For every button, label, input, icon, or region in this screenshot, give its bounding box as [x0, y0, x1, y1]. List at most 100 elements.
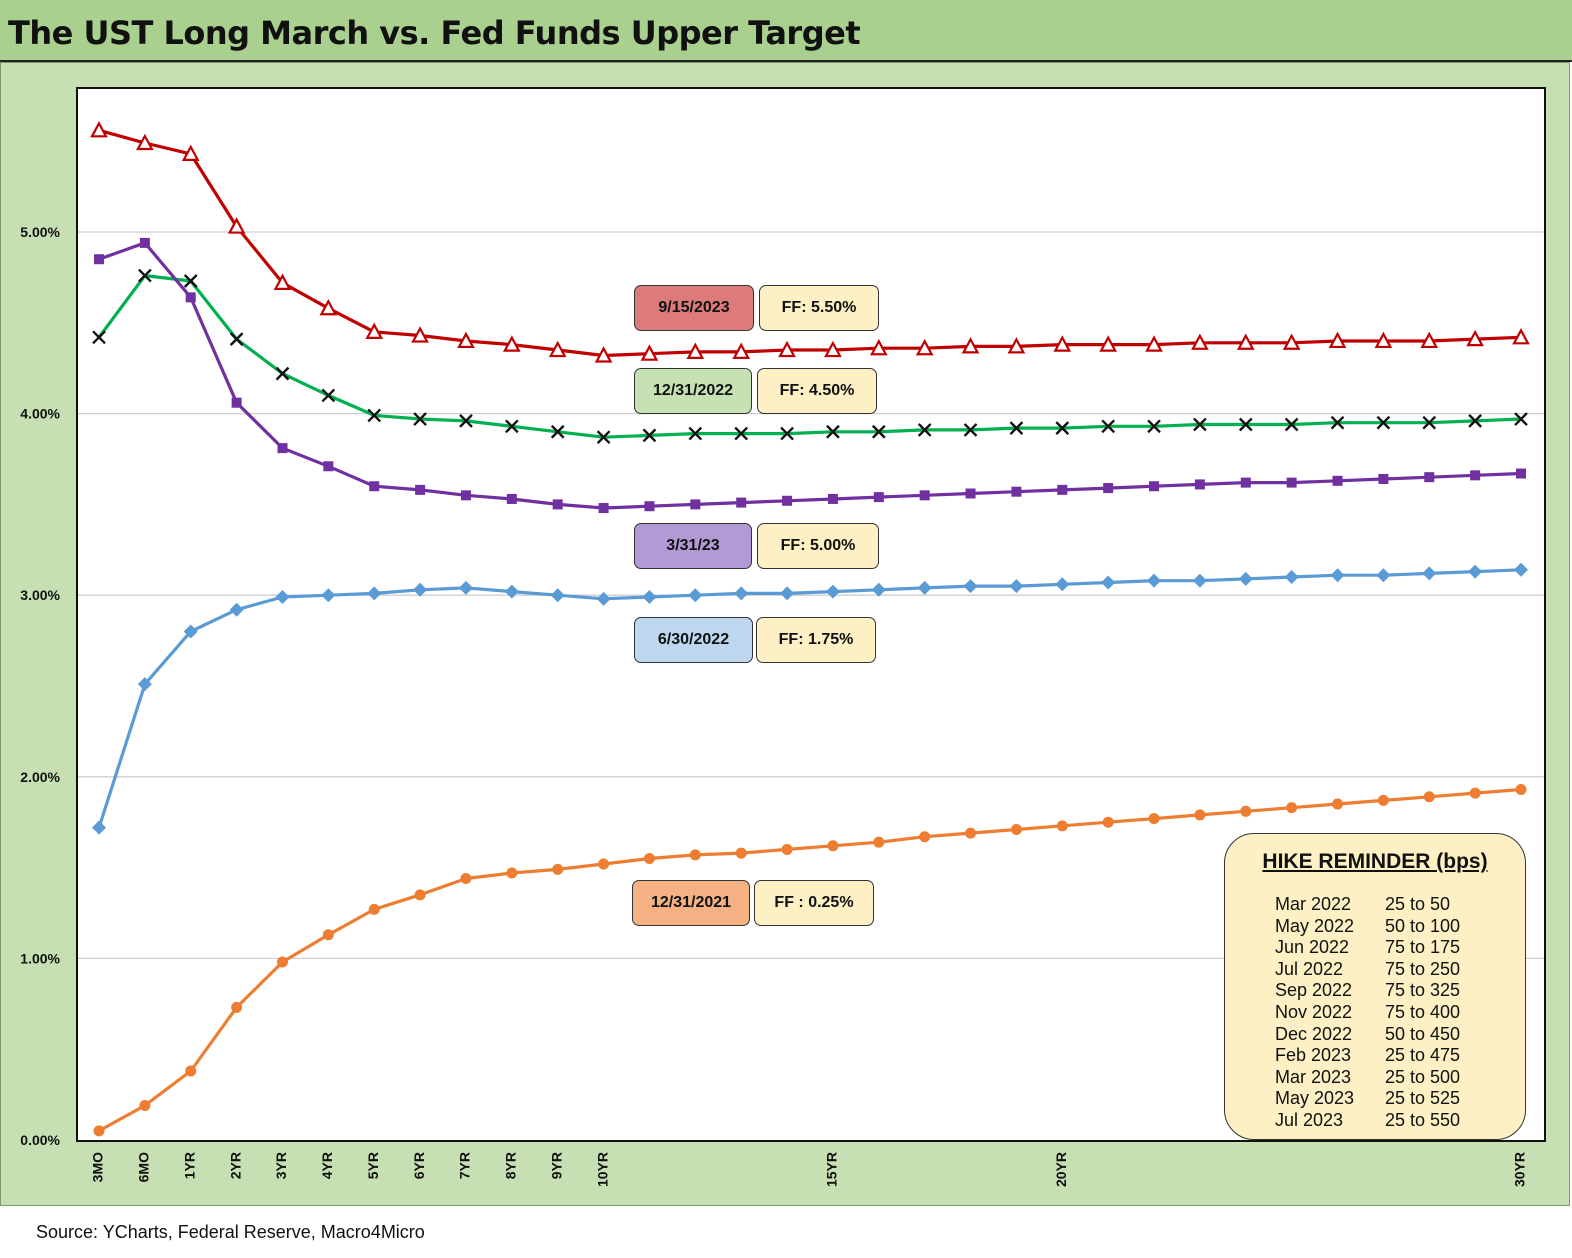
hike-row: Mar 2022 25 to 50 — [1225, 894, 1525, 916]
point-s3-16 — [825, 584, 840, 599]
point-s3-29 — [1422, 566, 1437, 581]
point-s0-22 — [1099, 335, 1118, 352]
point-s2-12 — [644, 501, 655, 512]
point-s1-29 — [1422, 415, 1437, 430]
series-line-3 — [97, 568, 1522, 829]
title-bar: The UST Long March vs. Fed Funds Upper T… — [0, 0, 1572, 62]
point-s2-0 — [94, 254, 104, 265]
point-s2-26 — [1286, 477, 1297, 488]
point-s2-19 — [965, 488, 976, 499]
point-s2-5 — [323, 461, 334, 472]
point-s0-28 — [1374, 331, 1393, 349]
point-s4-2 — [185, 1065, 197, 1077]
point-s0-13 — [686, 342, 705, 359]
y-tick-label: 1.00% — [20, 950, 60, 966]
point-s1-17 — [871, 424, 886, 439]
point-s2-8 — [460, 490, 471, 501]
x-tick-label: 20YR — [1053, 1152, 1069, 1187]
point-s3-3 — [229, 602, 244, 617]
hike-reminder-title: HIKE REMINDER (bps) — [1262, 850, 1488, 873]
x-tick-label: 3YR — [273, 1152, 289, 1179]
point-s0-0 — [90, 120, 108, 138]
point-s3-18 — [917, 580, 932, 595]
point-s2-2 — [185, 292, 196, 303]
point-s1-14 — [734, 426, 749, 441]
point-s4-17 — [873, 836, 885, 848]
point-s0-15 — [778, 340, 796, 358]
series-line-2 — [98, 241, 1522, 510]
point-s2-24 — [1194, 479, 1205, 490]
point-s0-7 — [411, 326, 429, 343]
point-s1-25 — [1238, 417, 1253, 432]
hike-amount: 75 to 325 — [1385, 980, 1461, 1001]
hike-amount: 25 to 500 — [1385, 1066, 1461, 1087]
point-s0-31 — [1512, 328, 1530, 345]
hike-month: Jun 2022 — [1275, 937, 1350, 958]
point-s1-2 — [183, 274, 198, 288]
label-ff-3: FF: 1.75% — [756, 617, 876, 663]
point-s3-26 — [1284, 570, 1299, 585]
label-ff-4: FF : 0.25% — [754, 880, 874, 926]
point-s4-6 — [368, 903, 380, 915]
point-s3-21 — [1055, 577, 1070, 592]
point-s4-10 — [552, 863, 564, 875]
point-s1-0 — [92, 330, 106, 345]
point-s1-23 — [1147, 419, 1161, 434]
point-s0-10 — [548, 340, 567, 358]
point-s1-10 — [550, 424, 565, 439]
point-s1-5 — [321, 388, 336, 403]
hike-row: Dec 2022 50 to 450 — [1225, 1024, 1525, 1046]
hike-month: Jul 2023 — [1275, 1110, 1344, 1130]
label-date-4: 12/31/2021 — [632, 880, 750, 926]
point-s3-19 — [963, 579, 978, 594]
point-s1-16 — [826, 424, 840, 439]
point-s2-30 — [1470, 470, 1481, 481]
hike-month: Feb 2023 — [1275, 1045, 1352, 1066]
hike-row: Nov 2022 75 to 400 — [1225, 1002, 1525, 1024]
point-s0-4 — [273, 273, 292, 290]
point-s3-30 — [1468, 564, 1483, 579]
point-s3-17 — [871, 582, 886, 597]
point-s2-11 — [598, 503, 609, 514]
x-tick-label: 4YR — [319, 1152, 335, 1179]
point-s0-14 — [732, 342, 751, 359]
label-ff-0: FF: 5.50% — [759, 285, 879, 331]
hike-month: Mar 2023 — [1275, 1066, 1352, 1087]
point-s4-9 — [506, 867, 518, 879]
y-tick-label: 5.00% — [20, 224, 60, 240]
point-s2-28 — [1378, 473, 1389, 484]
point-s3-1 — [137, 677, 152, 692]
point-s1-3 — [229, 332, 244, 346]
point-s3-24 — [1192, 573, 1207, 588]
point-s2-20 — [1011, 486, 1022, 497]
point-s4-3 — [231, 1001, 243, 1013]
point-s2-23 — [1149, 481, 1160, 492]
point-s4-29 — [1423, 791, 1435, 803]
point-s3-31 — [1514, 562, 1528, 577]
hike-row: May 2022 50 to 100 — [1225, 916, 1525, 938]
series-line-0 — [98, 128, 1522, 358]
point-s3-15 — [780, 586, 795, 601]
point-s4-14 — [735, 847, 747, 859]
point-s2-22 — [1103, 483, 1114, 494]
point-s3-4 — [275, 590, 290, 605]
point-s3-6 — [367, 586, 382, 601]
x-tick-label: 6YR — [411, 1152, 427, 1179]
point-s3-22 — [1101, 575, 1116, 590]
hike-row: Sep 2022 75 to 325 — [1225, 980, 1525, 1002]
point-s4-23 — [1148, 813, 1160, 825]
point-s2-13 — [690, 499, 701, 510]
point-s0-21 — [1053, 335, 1072, 352]
y-tick-label: 2.00% — [20, 769, 60, 785]
point-s2-31 — [1516, 468, 1526, 479]
point-s0-30 — [1466, 329, 1484, 347]
point-s2-29 — [1424, 472, 1435, 483]
point-s4-18 — [919, 831, 931, 843]
hike-month: Nov 2022 — [1275, 1002, 1353, 1022]
point-s0-24 — [1191, 333, 1209, 350]
x-tick-label: 2YR — [227, 1152, 243, 1179]
point-s1-7 — [413, 412, 427, 426]
point-s0-26 — [1282, 333, 1301, 350]
point-s1-20 — [1009, 421, 1024, 435]
point-s1-28 — [1376, 415, 1391, 430]
